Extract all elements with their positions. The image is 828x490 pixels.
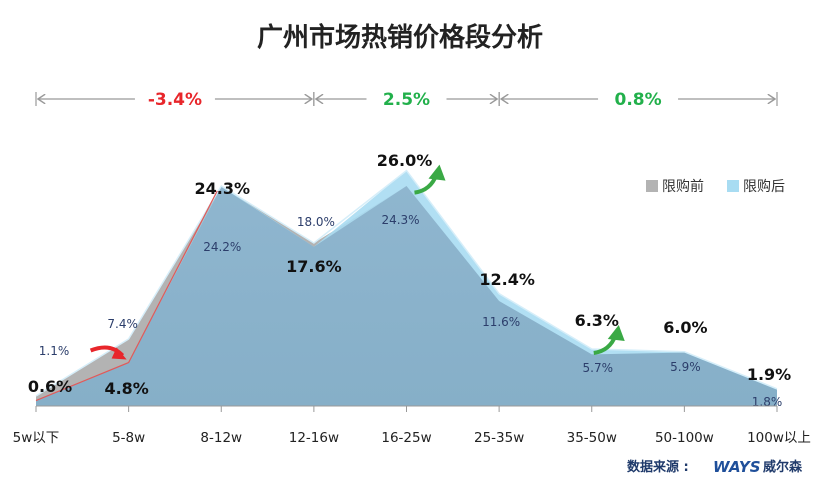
data-label-after-1: 4.8%	[104, 379, 148, 398]
data-label-after-3: 17.6%	[286, 257, 342, 276]
data-label-before-2: 24.2%	[203, 240, 241, 254]
source-label: 数据来源 :	[627, 459, 689, 475]
x-axis-ticks: 5w以下 5-8w 8-12w 12-16w 16-25w 25-35w 35-50w 50-…	[13, 405, 811, 446]
legend-label-after: 限购后	[743, 179, 785, 195]
data-label-after-0: 0.6%	[28, 377, 72, 396]
data-label-before-4: 24.3%	[381, 213, 419, 227]
range-delta-label: -3.4%	[148, 90, 202, 110]
increase-arrow-icon-35-50w	[593, 324, 625, 355]
source-footer: 数据来源 : WAYS 威尔森	[627, 458, 803, 476]
brand-name: 威尔森	[763, 459, 803, 475]
x-tick-label-7: 50-100w	[655, 430, 714, 446]
x-tick-label-2: 8-12w	[200, 430, 242, 446]
range-delta-label: 2.5%	[383, 90, 430, 110]
chart-title: 广州市场热销价格段分析	[257, 22, 543, 53]
legend-label-before: 限购前	[662, 178, 704, 195]
range-delta-label: 0.8%	[614, 90, 661, 110]
data-label-before-0: 1.1%	[39, 344, 70, 358]
series-edge-highlight	[35, 169, 778, 397]
data-label-before-8: 1.8%	[752, 395, 783, 409]
legend-swatch-before	[646, 180, 658, 192]
data-label-after-6: 6.3%	[575, 311, 619, 330]
range-annotation-0: -3.4%	[35, 90, 315, 110]
x-tick-label-3: 12-16w	[289, 430, 339, 446]
data-labels: 0.6% 4.8% 24.3% 17.6% 26.0% 12.4% 6.3% 6.0% 1.9%…	[28, 151, 791, 409]
x-tick-label-8: 100w以上	[747, 430, 811, 446]
data-label-before-3: 18.0%	[297, 215, 335, 229]
plot-area	[35, 164, 778, 406]
data-label-before-7: 5.9%	[670, 360, 701, 374]
data-label-after-5: 12.4%	[479, 270, 535, 289]
decrease-arrowhead-icon	[111, 347, 127, 360]
range-annotation-2: 0.8%	[498, 90, 778, 110]
series-area-overlap	[36, 186, 777, 406]
data-label-after-2: 24.3%	[194, 179, 250, 198]
range-annotation-1: 2.5%	[313, 90, 500, 110]
x-tick-label-4: 16-25w	[381, 430, 431, 446]
data-label-before-1: 7.4%	[107, 317, 138, 331]
x-tick-label-5: 25-35w	[474, 430, 524, 446]
arrow-head	[607, 324, 625, 341]
x-tick-label-1: 5-8w	[112, 430, 145, 446]
legend: 限购前 限购后	[646, 178, 785, 195]
range-annotations: -3.4% 2.5% 0.8%	[35, 90, 778, 110]
arrow-head	[428, 164, 446, 181]
data-label-after-8: 1.9%	[747, 365, 791, 384]
data-label-before-5: 11.6%	[482, 315, 520, 329]
brand-logo: WAYS	[713, 458, 761, 476]
data-label-before-6: 5.7%	[583, 361, 614, 375]
trend-line-decrease	[35, 190, 218, 402]
legend-swatch-after	[727, 180, 739, 192]
data-label-after-4: 26.0%	[377, 151, 433, 170]
increase-arrow-icon-16-25w	[414, 164, 446, 195]
data-label-after-7: 6.0%	[663, 318, 707, 337]
x-tick-label-6: 35-50w	[567, 430, 617, 446]
x-tick-label-0: 5w以下	[13, 430, 60, 446]
